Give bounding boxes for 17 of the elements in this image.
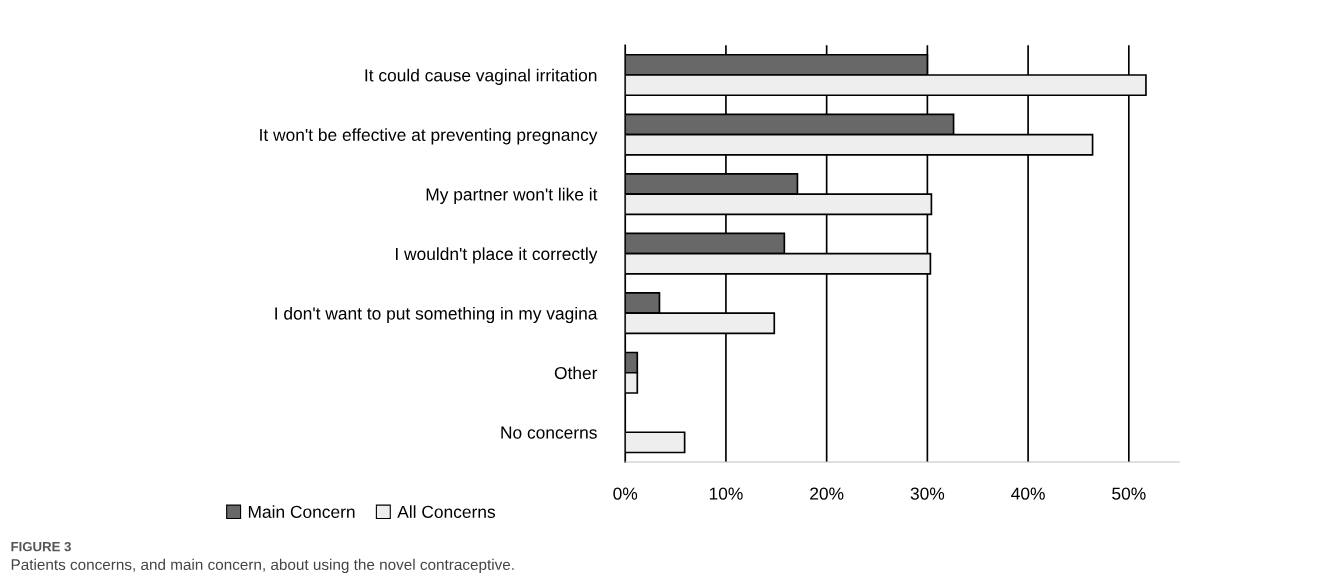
- text: Patients concerns, and main concern, about using the novel contraceptive.: [11, 558, 514, 574]
- y-tick-label: It could cause vaginal irritation: [365, 68, 597, 85]
- y-tick-label: No concerns: [501, 426, 597, 439]
- x-tick-label: 20%: [810, 487, 844, 500]
- legend-label: All Concerns: [397, 505, 496, 519]
- y-tick-label: It won't be effective at preventing pregnancy: [260, 128, 598, 145]
- caption: FIGURE 3: [11, 541, 71, 552]
- y-tick-label: My partner won't like it: [426, 187, 598, 204]
- y-tick-label: I don't want to put something in my vagina: [275, 306, 598, 324]
- y-tick-label: Other: [554, 366, 598, 380]
- x-tick-label: 30%: [910, 487, 945, 500]
- x-tick-label: 40%: [1011, 487, 1045, 500]
- legend-label: Main Concern: [248, 505, 355, 519]
- x-tick-label: 10%: [709, 487, 743, 500]
- x-tick-label: 50%: [1112, 487, 1146, 500]
- y-tick-label: I wouldn't place it correctly: [395, 247, 598, 264]
- x-tick-label: 0%: [613, 487, 638, 500]
